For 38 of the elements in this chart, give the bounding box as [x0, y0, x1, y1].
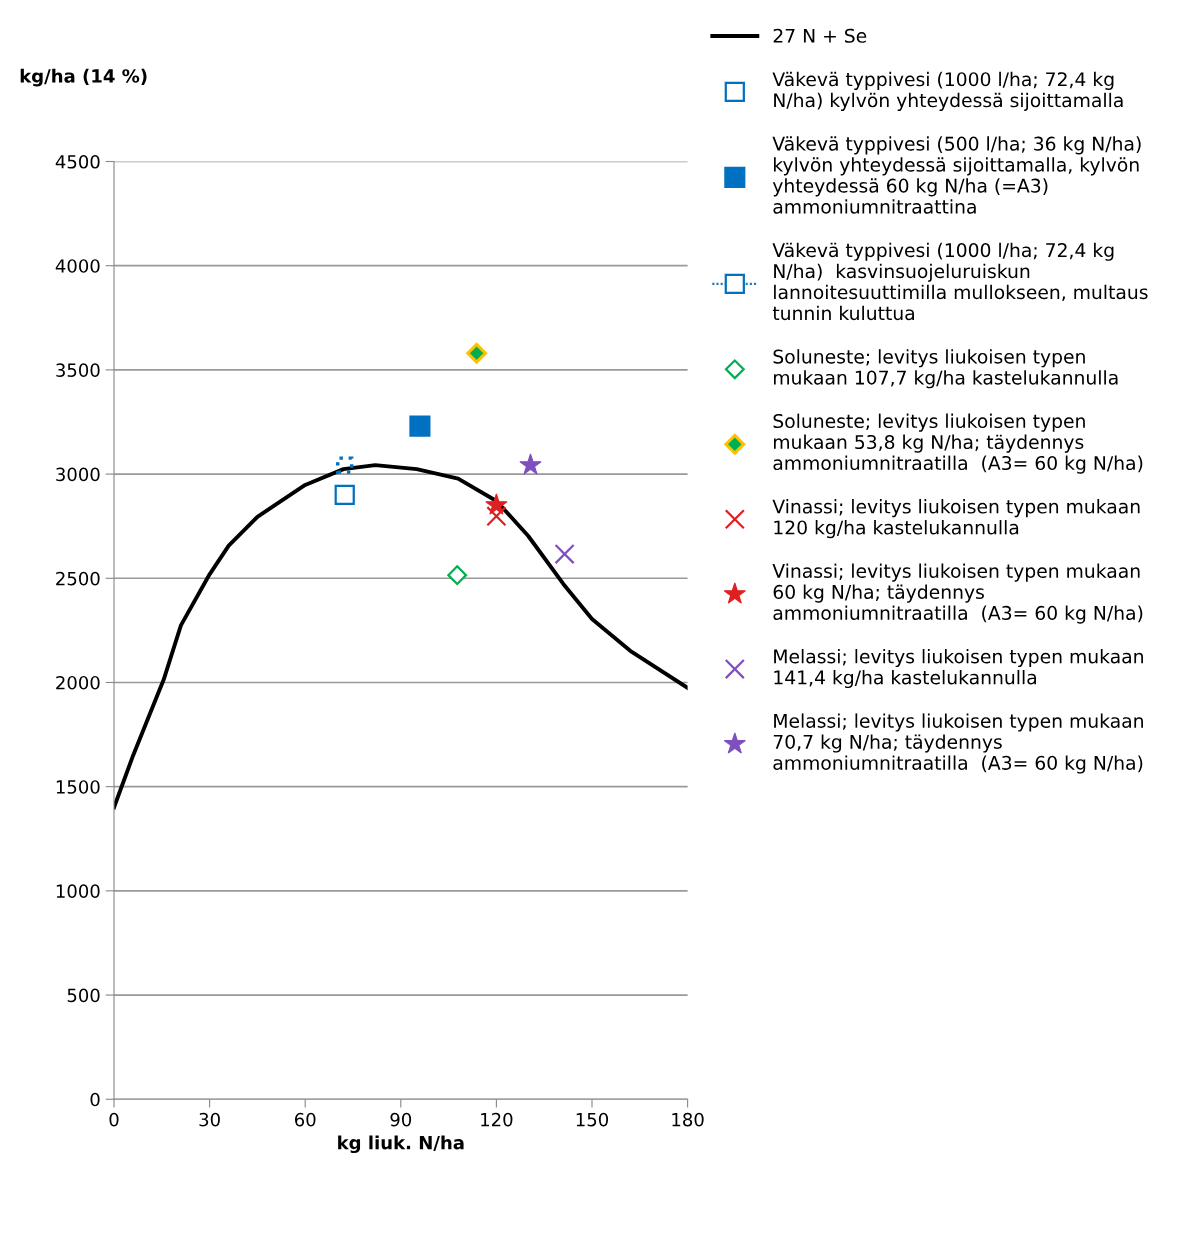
x-axis-title: kg liuk. N/ha [338, 1135, 464, 1154]
legend-label: Vinassi; levitys liukoisen typen mukaan 120 kg/ha kastelukannulla [772, 499, 1140, 539]
legend-label: Melassi; levitys liukoisen typen mukaan 141,4 kg/ha kastelukannulla [774, 648, 1143, 689]
text: kg/ha (14 %) [20, 68, 147, 87]
point [409, 415, 431, 437]
y-tick-label: 2000 [56, 675, 100, 690]
x-tick-label: 60 [294, 1112, 316, 1127]
legend-label: Väkevä typpivesi (1000 l/ha; 72,4 kg N/ha) kylvön yhteydessä sijoittamalla [772, 71, 1123, 111]
legend-label: Vinassi; levitys liukoisen typen mukaan 60 kg N/ha; täydennys ammoniumnitraatilla (A3= 60 kg N/ha) [772, 563, 1143, 624]
y-tick-label: 4000 [55, 259, 100, 273]
legend-label: Melassi; levitys liukoisen typen mukaan 70,7 kg N/ha; täydennys ammoniumnitraatilla (A3= 60 kg N/ha) [773, 713, 1143, 774]
legend-label: Väkevä typpivesi (1000 l/ha; 72,4 kg N/ha) kasvinsuojeluruiskun lannoitesuuttimilla mullokseen, multaus tunnin kuluttua [772, 242, 1148, 321]
y-tick-label: 4500 [55, 154, 100, 169]
legend-label: Soluneste; levitys liukoisen typen mukaan 53,8 kg N/ha; täydennys ammoniumnitraatilla (A3= 60 kg N/ha) [773, 413, 1143, 474]
y-tick-label: 500 [67, 988, 100, 1003]
point [554, 543, 575, 565]
x-tick-label: 180 [672, 1112, 704, 1127]
y-tick-label: 1500 [56, 780, 100, 794]
x-tick-label: 150 [576, 1112, 609, 1127]
x-tick-label: 120 [481, 1112, 513, 1127]
point [334, 484, 355, 506]
x-tick-label: 90 [390, 1112, 412, 1127]
y-tick-label: 3500 [56, 363, 100, 378]
y-tick-label: 0 [90, 1092, 100, 1107]
legend-label: 27 N + Se [773, 28, 867, 43]
y-tick-label: 1000 [56, 884, 100, 898]
point [447, 565, 468, 586]
y-tick-label: 3000 [56, 467, 100, 482]
point [335, 456, 354, 474]
legend-label: Soluneste; levitys liukoisen typen mukaan 107,7 kg/ha kastelukannulla [773, 349, 1118, 389]
x-tick-label: 0 [109, 1112, 119, 1127]
point [466, 342, 488, 364]
legend-label: Väkevä typpivesi (500 l/ha; 36 kg N/ha) kylvön yhteydessä sijoittamalla, kylvön yhteydessä 60 kg N/ha (=A3) ammoniumnitraattina [772, 136, 1141, 214]
point [486, 506, 507, 527]
x-tick-label: 30 [199, 1112, 220, 1127]
y-tick-label: 2500 [56, 571, 100, 586]
point [519, 453, 542, 475]
point [485, 493, 508, 515]
